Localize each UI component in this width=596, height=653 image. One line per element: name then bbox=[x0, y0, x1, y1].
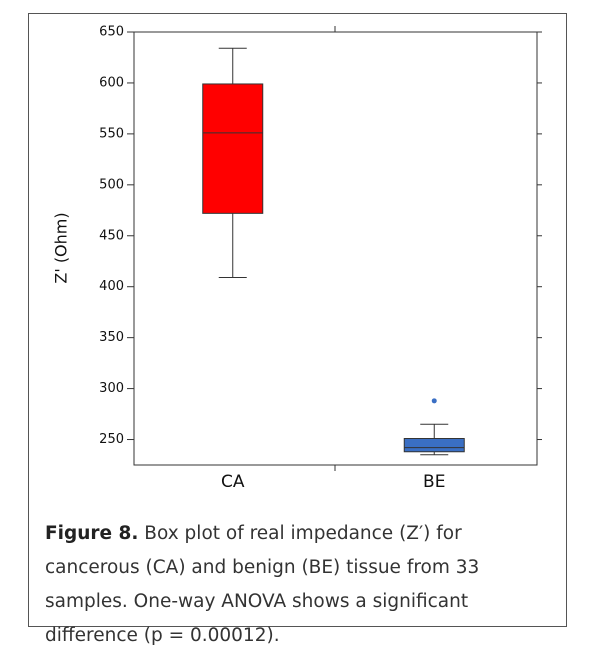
x-tick-label: BE bbox=[423, 472, 445, 492]
y-axis-label: Z' (Ohm) bbox=[52, 212, 71, 283]
y-tick-label: 450 bbox=[99, 228, 124, 243]
y-tick-label: 400 bbox=[99, 279, 124, 294]
plot-frame bbox=[133, 31, 538, 466]
chart: Z' (Ohm) 250 300 350 400 450 500 550 600 650 CA BE bbox=[52, 25, 542, 492]
figure-frame bbox=[28, 13, 567, 627]
caption-label: Figure 8. bbox=[45, 523, 139, 544]
y-tick-label: 650 bbox=[99, 25, 124, 40]
box bbox=[403, 438, 465, 453]
y-tick-label: 300 bbox=[99, 381, 124, 396]
caption: Figure 8. Box plot of real impedance (Z′… bbox=[45, 517, 557, 653]
y-tick-label: 350 bbox=[99, 330, 124, 345]
y-tick-label: 550 bbox=[99, 126, 124, 141]
caption-text: Box plot of real impedance (Z′) for canc… bbox=[45, 523, 480, 646]
outlier bbox=[431, 398, 437, 404]
y-tick-label: 500 bbox=[99, 177, 124, 192]
x-tick-label: CA bbox=[221, 472, 245, 492]
y-tick-label: 250 bbox=[99, 432, 124, 447]
y-tick-label: 600 bbox=[99, 75, 124, 90]
box bbox=[202, 83, 264, 214]
